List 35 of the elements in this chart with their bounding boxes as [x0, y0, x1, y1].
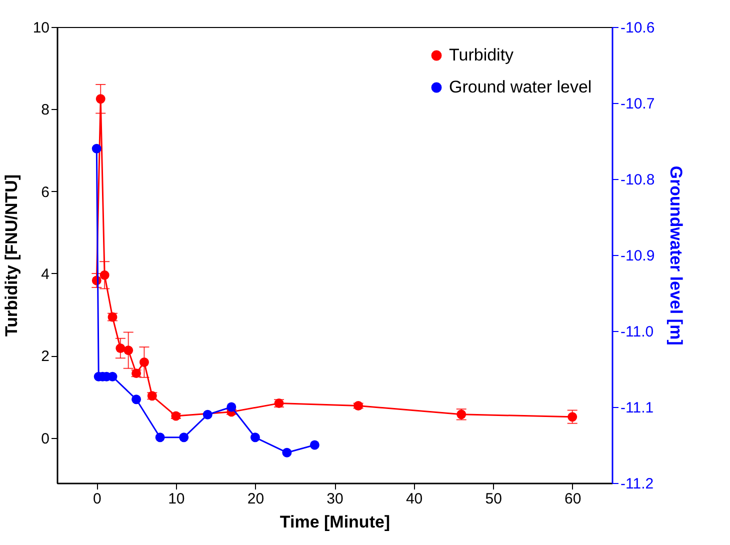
x-tick-label: 60: [564, 490, 582, 508]
x-axis-title: Time [Minute]: [280, 512, 390, 532]
y-tick-label: 8: [41, 102, 50, 119]
point: [282, 448, 292, 458]
y-tick-label: 10: [32, 20, 50, 36]
legend-label: Turbidity: [449, 46, 514, 64]
y-tick-label: 6: [41, 184, 50, 201]
y2-tick-label: -10.9: [620, 248, 655, 264]
point: [92, 144, 102, 154]
point: [108, 372, 118, 382]
y2-axis-title: Groundwater level [m]: [666, 166, 686, 346]
point: [179, 432, 189, 442]
point: [226, 402, 236, 412]
y2-tick-label: -10.6: [620, 20, 655, 36]
y-tick-label: 2: [41, 348, 50, 366]
x-tick-label: 50: [485, 490, 502, 508]
x-tick-label: 30: [326, 490, 344, 508]
y2-tick-label: -10.7: [620, 96, 655, 112]
x-tick-label: 0: [92, 490, 102, 508]
point: [155, 432, 165, 442]
y2-tick-label: -11.1: [620, 400, 654, 416]
x-tick-label: 20: [247, 490, 264, 508]
point: [202, 410, 212, 420]
y-tick-label: 0: [41, 430, 50, 448]
x-tick-label: 10: [168, 490, 185, 508]
point: [132, 394, 142, 404]
y-tick-label: 4: [41, 266, 50, 283]
point: [250, 432, 260, 442]
y2-tick-label: -10.8: [620, 172, 655, 188]
x-tick-label: 40: [406, 490, 423, 508]
point: [310, 440, 320, 450]
y2-tick-label: -11.2: [620, 476, 654, 492]
legend-label: Ground water level: [449, 78, 592, 96]
y-axis-title: Turbidity [FNU/NTU]: [2, 174, 21, 337]
y2-tick-label: -11.0: [620, 324, 654, 340]
